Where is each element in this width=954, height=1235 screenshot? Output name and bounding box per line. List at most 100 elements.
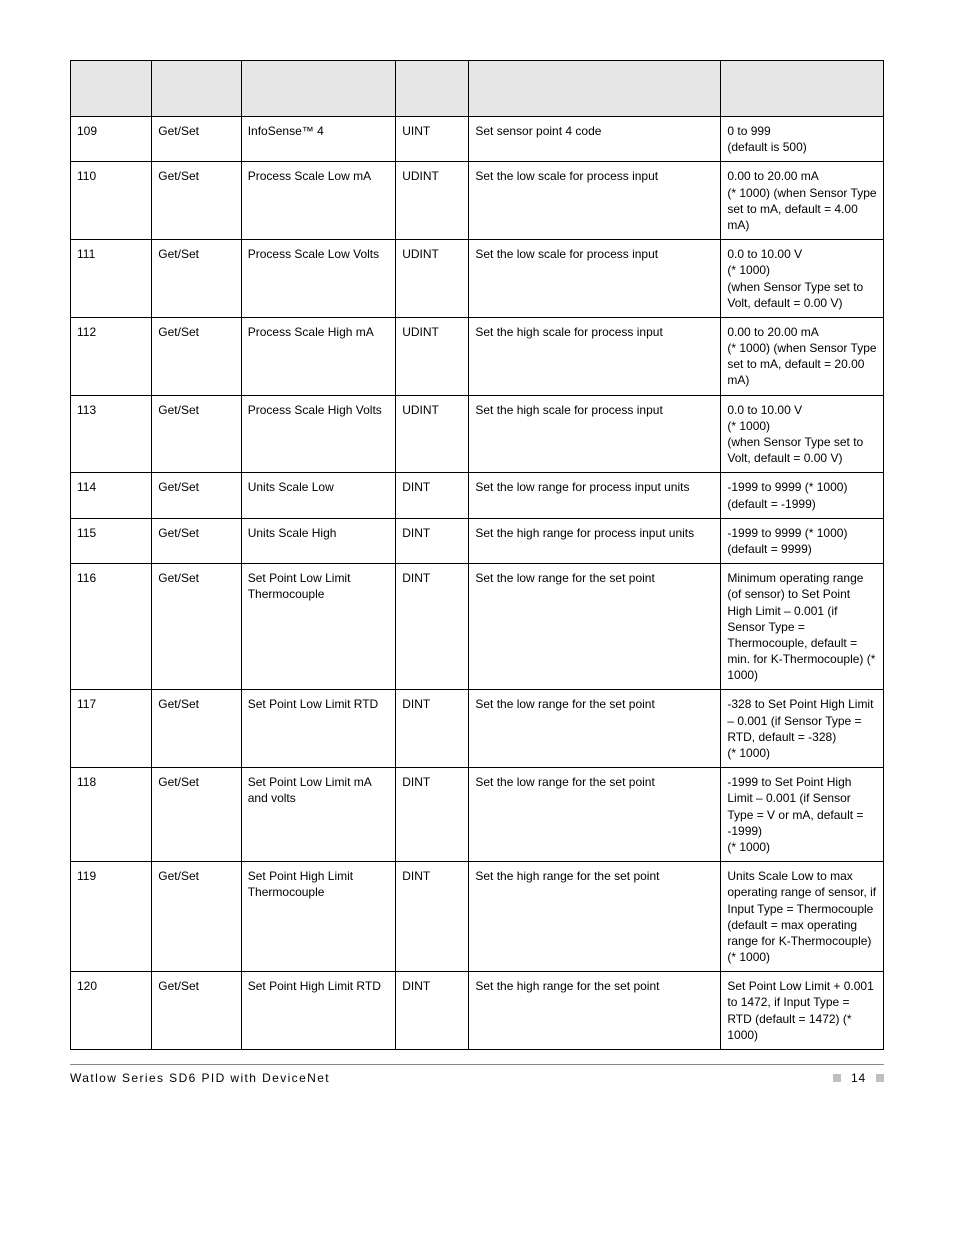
cell-range: 0.00 to 20.00 mA (* 1000) (when Sensor T… (721, 317, 884, 395)
cell-access: Get/Set (152, 862, 241, 972)
page-footer: Watlow Series SD6 PID with DeviceNet 14 (70, 1064, 884, 1085)
cell-id: 120 (71, 972, 152, 1050)
cell-range: 0.0 to 10.00 V (* 1000) (when Sensor Typ… (721, 395, 884, 473)
cell-range: -1999 to 9999 (* 1000) (default = 9999) (721, 518, 884, 563)
cell-name: Units Scale Low (241, 473, 395, 518)
col-header-desc (469, 61, 721, 117)
cell-id: 112 (71, 317, 152, 395)
cell-desc: Set sensor point 4 code (469, 117, 721, 162)
cell-type: UDINT (396, 240, 469, 318)
cell-type: UDINT (396, 317, 469, 395)
cell-type: DINT (396, 690, 469, 768)
cell-type: UINT (396, 117, 469, 162)
cell-desc: Set the low range for the set point (469, 564, 721, 690)
cell-access: Get/Set (152, 317, 241, 395)
cell-id: 114 (71, 473, 152, 518)
cell-desc: Set the low scale for process input (469, 240, 721, 318)
cell-range: 0.00 to 20.00 mA (* 1000) (when Sensor T… (721, 162, 884, 240)
cell-type: DINT (396, 473, 469, 518)
table-body: 109Get/SetInfoSense™ 4UINTSet sensor poi… (71, 117, 884, 1050)
cell-type: DINT (396, 564, 469, 690)
table-row: 113Get/SetProcess Scale High VoltsUDINTS… (71, 395, 884, 473)
col-header-range (721, 61, 884, 117)
cell-range: 0 to 999 (default is 500) (721, 117, 884, 162)
col-header-id (71, 61, 152, 117)
table-row: 109Get/SetInfoSense™ 4UINTSet sensor poi… (71, 117, 884, 162)
table-row: 110Get/SetProcess Scale Low mAUDINTSet t… (71, 162, 884, 240)
cell-access: Get/Set (152, 117, 241, 162)
col-header-name (241, 61, 395, 117)
cell-name: Process Scale Low Volts (241, 240, 395, 318)
cell-access: Get/Set (152, 395, 241, 473)
footer-page-group: 14 (833, 1071, 884, 1085)
table-row: 111Get/SetProcess Scale Low VoltsUDINTSe… (71, 240, 884, 318)
table-header (71, 61, 884, 117)
cell-id: 119 (71, 862, 152, 972)
cell-type: DINT (396, 972, 469, 1050)
cell-id: 109 (71, 117, 152, 162)
cell-range: Units Scale Low to max operating range o… (721, 862, 884, 972)
cell-id: 115 (71, 518, 152, 563)
cell-type: DINT (396, 518, 469, 563)
cell-desc: Set the low range for the set point (469, 690, 721, 768)
cell-desc: Set the high range for process input uni… (469, 518, 721, 563)
cell-id: 110 (71, 162, 152, 240)
table-row: 120Get/SetSet Point High Limit RTDDINTSe… (71, 972, 884, 1050)
cell-access: Get/Set (152, 690, 241, 768)
table-row: 112Get/SetProcess Scale High mAUDINTSet … (71, 317, 884, 395)
cell-desc: Set the low range for the set point (469, 768, 721, 862)
cell-id: 118 (71, 768, 152, 862)
cell-name: Set Point High Limit RTD (241, 972, 395, 1050)
cell-access: Get/Set (152, 768, 241, 862)
cell-range: -1999 to Set Point High Limit – 0.001 (i… (721, 768, 884, 862)
cell-type: DINT (396, 862, 469, 972)
cell-desc: Set the high range for the set point (469, 862, 721, 972)
cell-range: 0.0 to 10.00 V (* 1000) (when Sensor Typ… (721, 240, 884, 318)
cell-access: Get/Set (152, 162, 241, 240)
cell-name: Process Scale High mA (241, 317, 395, 395)
cell-access: Get/Set (152, 564, 241, 690)
cell-desc: Set the high scale for process input (469, 395, 721, 473)
cell-name: Set Point Low Limit Thermocouple (241, 564, 395, 690)
cell-desc: Set the low scale for process input (469, 162, 721, 240)
cell-name: Process Scale High Volts (241, 395, 395, 473)
footer-title: Watlow Series SD6 PID with DeviceNet (70, 1071, 330, 1085)
col-header-type (396, 61, 469, 117)
cell-id: 113 (71, 395, 152, 473)
cell-id: 117 (71, 690, 152, 768)
cell-desc: Set the high range for the set point (469, 972, 721, 1050)
table-row: 116Get/SetSet Point Low Limit Thermocoup… (71, 564, 884, 690)
cell-access: Get/Set (152, 518, 241, 563)
cell-desc: Set the high scale for process input (469, 317, 721, 395)
attributes-table: 109Get/SetInfoSense™ 4UINTSet sensor poi… (70, 60, 884, 1050)
cell-range: -1999 to 9999 (* 1000) (default = -1999) (721, 473, 884, 518)
decorative-square-icon (833, 1074, 841, 1082)
cell-access: Get/Set (152, 473, 241, 518)
table-row: 115Get/SetUnits Scale HighDINTSet the hi… (71, 518, 884, 563)
cell-name: Set Point Low Limit RTD (241, 690, 395, 768)
cell-range: Minimum operating range (of sensor) to S… (721, 564, 884, 690)
table-row: 114Get/SetUnits Scale LowDINTSet the low… (71, 473, 884, 518)
cell-access: Get/Set (152, 240, 241, 318)
cell-name: Set Point High Limit Thermocouple (241, 862, 395, 972)
decorative-square-icon (876, 1074, 884, 1082)
cell-range: -328 to Set Point High Limit – 0.001 (if… (721, 690, 884, 768)
cell-type: DINT (396, 768, 469, 862)
cell-name: Units Scale High (241, 518, 395, 563)
table-row: 118Get/SetSet Point Low Limit mA and vol… (71, 768, 884, 862)
cell-desc: Set the low range for process input unit… (469, 473, 721, 518)
table-row: 117Get/SetSet Point Low Limit RTDDINTSet… (71, 690, 884, 768)
table-row: 119Get/SetSet Point High Limit Thermocou… (71, 862, 884, 972)
cell-type: UDINT (396, 395, 469, 473)
cell-id: 116 (71, 564, 152, 690)
cell-id: 111 (71, 240, 152, 318)
page-number: 14 (851, 1071, 866, 1085)
cell-type: UDINT (396, 162, 469, 240)
cell-name: InfoSense™ 4 (241, 117, 395, 162)
cell-access: Get/Set (152, 972, 241, 1050)
col-header-access (152, 61, 241, 117)
cell-name: Process Scale Low mA (241, 162, 395, 240)
cell-range: Set Point Low Limit + 0.001 to 1472, if … (721, 972, 884, 1050)
document-page: 109Get/SetInfoSense™ 4UINTSet sensor poi… (0, 0, 954, 1125)
cell-name: Set Point Low Limit mA and volts (241, 768, 395, 862)
